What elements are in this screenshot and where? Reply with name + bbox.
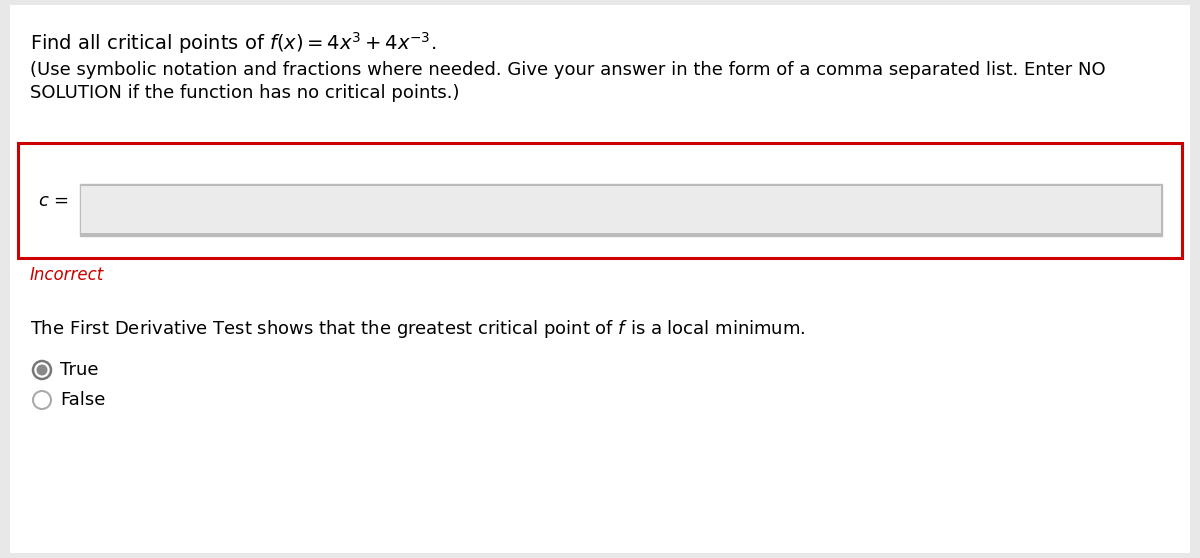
Text: (Use symbolic notation and fractions where needed. Give your answer in the form : (Use symbolic notation and fractions whe…: [30, 61, 1105, 79]
Text: True: True: [60, 361, 98, 379]
Text: Find all critical points of $f(x) = 4x^3 + 4x^{-3}.$: Find all critical points of $f(x) = 4x^3…: [30, 30, 437, 56]
FancyBboxPatch shape: [82, 186, 1162, 233]
Circle shape: [36, 364, 48, 376]
Text: Incorrect: Incorrect: [30, 266, 104, 284]
Text: The First Derivative Test shows that the greatest critical point of $f$ is a loc: The First Derivative Test shows that the…: [30, 318, 805, 340]
FancyBboxPatch shape: [10, 5, 1190, 553]
FancyBboxPatch shape: [18, 143, 1182, 258]
FancyBboxPatch shape: [80, 184, 1162, 236]
Circle shape: [34, 391, 50, 409]
Text: $c$ =: $c$ =: [38, 191, 68, 209]
Text: SOLUTION if the function has no critical points.): SOLUTION if the function has no critical…: [30, 84, 460, 102]
Text: False: False: [60, 391, 106, 409]
Circle shape: [34, 361, 50, 379]
